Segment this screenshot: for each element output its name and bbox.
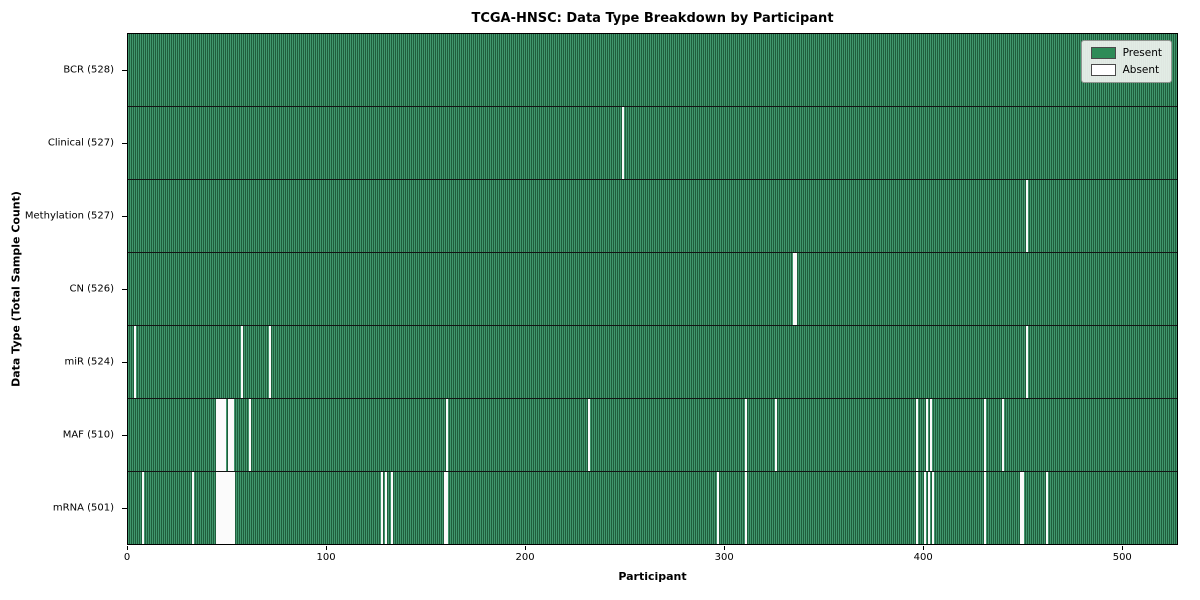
absent-stripe xyxy=(1045,472,1048,544)
absent-stripe xyxy=(229,472,232,544)
absent-stripe xyxy=(141,472,144,544)
x-tick-mark xyxy=(525,546,527,550)
absent-stripe xyxy=(932,472,935,544)
x-tick-mark xyxy=(1122,546,1124,550)
absent-stripe xyxy=(446,472,449,544)
absent-stripe xyxy=(1025,326,1028,398)
legend-item-present: Present xyxy=(1090,47,1162,59)
heatmap-row-methylation xyxy=(128,180,1177,253)
absent-stripe xyxy=(223,399,226,471)
absent-stripe xyxy=(745,399,748,471)
absent-stripe xyxy=(133,326,136,398)
plot-area xyxy=(127,33,1178,545)
y-tick-label-cn: CN (526) xyxy=(69,283,114,295)
x-tick-label: 400 xyxy=(913,552,933,563)
y-tick-label-clinical: Clinical (527) xyxy=(47,137,114,149)
absent-stripe xyxy=(924,472,927,544)
x-tick-mark xyxy=(127,546,128,550)
absent-stripe xyxy=(926,399,929,471)
heatmap-row-mrna xyxy=(128,472,1177,544)
absent-stripe xyxy=(983,399,986,471)
y-tick-mark xyxy=(122,215,127,217)
chart-title: TCGA-HNSC: Data Type Breakdown by Partic… xyxy=(471,11,834,26)
x-tick-label: 0 xyxy=(123,552,131,563)
absent-stripe xyxy=(717,472,720,544)
absent-stripe xyxy=(225,472,228,544)
y-tick-label-maf: MAF (510) xyxy=(62,429,114,441)
absent-stripe xyxy=(219,472,222,544)
heatmap-row-bcr xyxy=(128,34,1177,107)
legend-label: Absent xyxy=(1122,64,1160,76)
y-tick-label-bcr: BCR (528) xyxy=(63,64,114,76)
absent-stripe xyxy=(221,472,224,544)
absent-stripe xyxy=(444,472,447,544)
absent-stripe xyxy=(217,399,220,471)
heatmap-row-mir xyxy=(128,326,1177,399)
absent-stripe xyxy=(231,399,234,471)
absent-stripe xyxy=(380,472,383,544)
absent-stripe xyxy=(928,472,931,544)
absent-stripe xyxy=(231,472,234,544)
absent-stripe xyxy=(1021,472,1024,544)
absent-stripe xyxy=(249,399,252,471)
y-tick-mark xyxy=(122,289,127,290)
absent-stripe xyxy=(219,399,222,471)
x-tick-label: 100 xyxy=(316,552,336,563)
absent-stripe xyxy=(221,399,224,471)
absent-stripe xyxy=(1001,399,1004,471)
absent-stripe xyxy=(269,326,272,398)
absent-stripe xyxy=(621,107,624,179)
absent-stripe xyxy=(983,472,986,544)
x-tick-mark xyxy=(923,546,925,550)
y-tick-mark xyxy=(122,435,127,437)
legend: Present Absent xyxy=(1080,40,1172,83)
absent-stripe xyxy=(227,472,230,544)
y-tick-label-methylation: Methylation (527) xyxy=(24,210,114,222)
absent-stripe xyxy=(229,399,232,471)
absent-stripe xyxy=(1025,180,1028,252)
legend-swatch-absent xyxy=(1090,64,1116,76)
absent-stripe xyxy=(446,399,449,471)
absent-stripe xyxy=(390,472,393,544)
x-axis-label: Participant xyxy=(618,570,687,583)
x-tick-label: 500 xyxy=(1112,552,1132,563)
x-axis-ticks: 0 100 200 300 400 500 xyxy=(123,545,1178,575)
absent-stripe xyxy=(215,472,218,544)
absent-stripe xyxy=(191,472,194,544)
y-tick-label-mrna: mRNA (501) xyxy=(52,502,114,514)
absent-stripe xyxy=(792,253,795,325)
absent-stripe xyxy=(227,399,230,471)
heatmap-row-clinical xyxy=(128,107,1177,180)
heatmap-row-cn xyxy=(128,253,1177,326)
y-tick-label-mir: miR (524) xyxy=(64,356,114,368)
absent-stripe xyxy=(930,399,933,471)
legend-label: Present xyxy=(1122,47,1162,59)
absent-stripe xyxy=(794,253,797,325)
y-tick-mark xyxy=(122,362,127,364)
absent-stripe xyxy=(745,472,748,544)
legend-swatch-present xyxy=(1090,47,1116,59)
absent-stripe xyxy=(916,399,919,471)
absent-stripe xyxy=(215,399,218,471)
absent-stripe xyxy=(774,399,777,471)
absent-stripe xyxy=(217,472,220,544)
y-axis-ticks: BCR (528) Clinical (527) Methylation (527)… xyxy=(0,33,121,545)
x-tick-mark xyxy=(724,546,726,550)
absent-stripe xyxy=(241,326,244,398)
absent-stripe xyxy=(233,472,236,544)
absent-stripe xyxy=(223,472,226,544)
y-tick-mark xyxy=(122,69,127,71)
heatmap-row-maf xyxy=(128,399,1177,472)
absent-stripe xyxy=(587,399,590,471)
legend-item-absent: Absent xyxy=(1090,64,1162,76)
absent-stripe xyxy=(1019,472,1022,544)
absent-stripe xyxy=(384,472,387,544)
x-tick-label: 200 xyxy=(515,552,535,563)
y-tick-mark xyxy=(122,508,127,510)
x-tick-mark xyxy=(326,546,328,550)
y-tick-mark xyxy=(122,142,127,144)
x-tick-label: 300 xyxy=(714,552,734,563)
absent-stripe xyxy=(916,472,919,544)
